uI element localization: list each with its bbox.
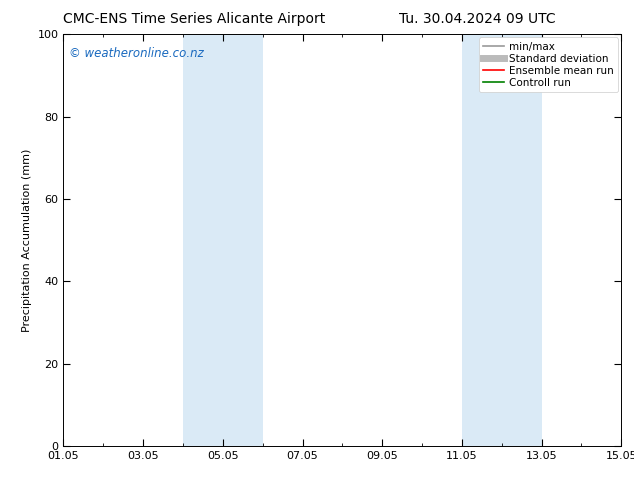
Bar xyxy=(183,34,262,446)
Text: CMC-ENS Time Series Alicante Airport: CMC-ENS Time Series Alicante Airport xyxy=(63,12,326,26)
Bar xyxy=(462,34,541,446)
Text: © weatheronline.co.nz: © weatheronline.co.nz xyxy=(69,47,204,60)
Y-axis label: Precipitation Accumulation (mm): Precipitation Accumulation (mm) xyxy=(22,148,32,332)
Text: Tu. 30.04.2024 09 UTC: Tu. 30.04.2024 09 UTC xyxy=(399,12,556,26)
Legend: min/max, Standard deviation, Ensemble mean run, Controll run: min/max, Standard deviation, Ensemble me… xyxy=(479,37,618,92)
